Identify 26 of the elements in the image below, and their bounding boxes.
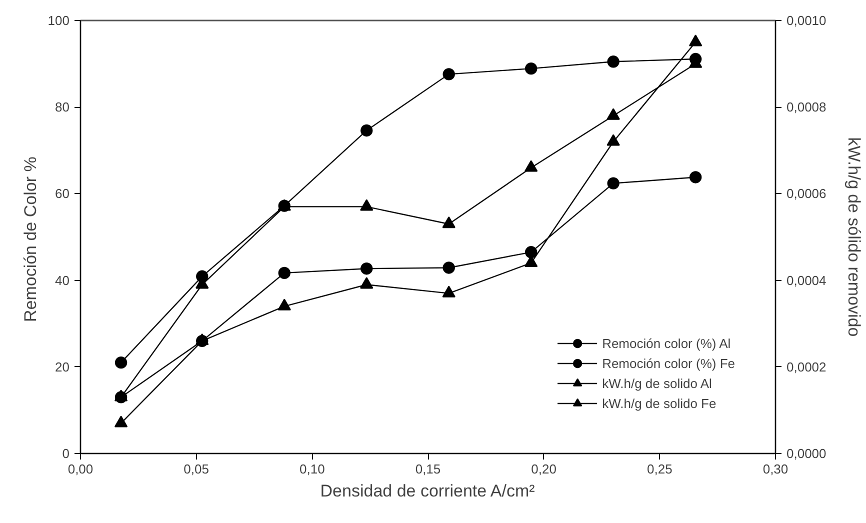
x-tick-label: 0,30	[762, 462, 788, 476]
y-tick-label: 60	[55, 186, 70, 202]
y-axis-title: Remoción de Color %	[20, 156, 40, 322]
y-tick-label: 80	[55, 100, 70, 115]
legend-label: kW.h/g de solido Fe	[602, 396, 716, 410]
legend-label: kW.h/g de solido Al	[602, 376, 712, 390]
y-tick-label: 40	[55, 272, 70, 288]
x-tick-label: 0,15	[415, 462, 441, 476]
y-tick-label: 100	[48, 13, 70, 28]
y2-tick-label: 0,0002	[786, 359, 826, 374]
y-tick-label: 0	[62, 446, 70, 461]
y2-tick-label: 0,0010	[786, 13, 826, 28]
y2-tick-label: 0,0000	[786, 446, 826, 461]
y2-tick-label: 0,0004	[786, 272, 826, 288]
legend-label: Remoción color (%) Al	[602, 336, 731, 350]
legend-label: Remoción color (%) Fe	[602, 356, 735, 370]
x-tick-label: 0,10	[300, 462, 325, 476]
x-tick-label: 0,20	[531, 462, 556, 476]
y2-axis-title: kW.h/g de sólido removido	[844, 137, 864, 337]
y2-tick-label: 0,0008	[786, 100, 826, 115]
x-axis-title: Densidad de corriente A/cm²	[320, 482, 536, 500]
x-tick-label: 0,05	[184, 462, 209, 476]
y-tick-label: 20	[55, 359, 70, 374]
y2-tick-label: 0,0006	[786, 186, 826, 202]
x-tick-label: 0,25	[647, 462, 672, 476]
x-tick-label: 0,00	[68, 462, 94, 476]
